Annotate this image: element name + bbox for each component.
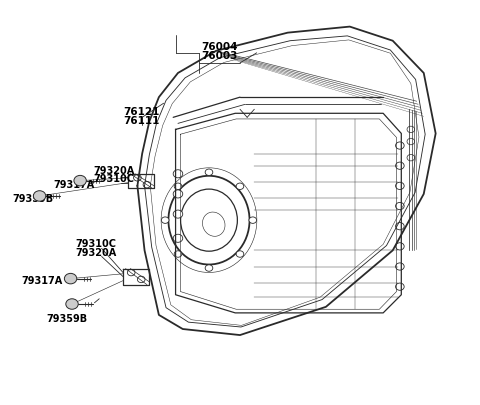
Circle shape bbox=[205, 170, 213, 176]
Text: 79359B: 79359B bbox=[47, 313, 88, 324]
Circle shape bbox=[173, 211, 183, 219]
Circle shape bbox=[236, 183, 244, 190]
Circle shape bbox=[174, 183, 182, 190]
Circle shape bbox=[396, 143, 404, 150]
Text: 79317A: 79317A bbox=[22, 276, 63, 286]
Circle shape bbox=[174, 251, 182, 258]
Text: 79310C: 79310C bbox=[75, 239, 116, 249]
Circle shape bbox=[143, 182, 151, 188]
Circle shape bbox=[74, 176, 86, 186]
Text: 79320A: 79320A bbox=[75, 247, 117, 258]
Circle shape bbox=[236, 251, 244, 258]
Circle shape bbox=[396, 163, 404, 170]
Text: 76121: 76121 bbox=[123, 107, 159, 117]
Text: 79359B: 79359B bbox=[12, 194, 53, 204]
Circle shape bbox=[173, 171, 183, 178]
Circle shape bbox=[66, 299, 78, 309]
Circle shape bbox=[127, 270, 135, 276]
Circle shape bbox=[396, 223, 404, 230]
Circle shape bbox=[133, 175, 141, 181]
Circle shape bbox=[396, 203, 404, 210]
Circle shape bbox=[173, 190, 183, 198]
Circle shape bbox=[396, 243, 404, 250]
Text: 79320A: 79320A bbox=[93, 166, 134, 175]
Circle shape bbox=[249, 217, 257, 224]
Circle shape bbox=[34, 191, 46, 202]
Text: 79317A: 79317A bbox=[53, 180, 94, 190]
Text: 79310C: 79310C bbox=[93, 174, 134, 184]
Text: 76004: 76004 bbox=[201, 42, 238, 52]
Circle shape bbox=[173, 234, 183, 243]
Circle shape bbox=[396, 183, 404, 190]
Text: 76111: 76111 bbox=[123, 116, 159, 126]
Circle shape bbox=[64, 274, 77, 284]
Circle shape bbox=[205, 265, 213, 272]
Text: 76003: 76003 bbox=[201, 51, 237, 61]
Circle shape bbox=[396, 284, 404, 291]
Circle shape bbox=[407, 155, 415, 162]
Circle shape bbox=[407, 127, 415, 133]
Circle shape bbox=[396, 263, 404, 271]
Circle shape bbox=[137, 277, 145, 283]
Circle shape bbox=[407, 139, 415, 145]
Circle shape bbox=[161, 217, 169, 224]
